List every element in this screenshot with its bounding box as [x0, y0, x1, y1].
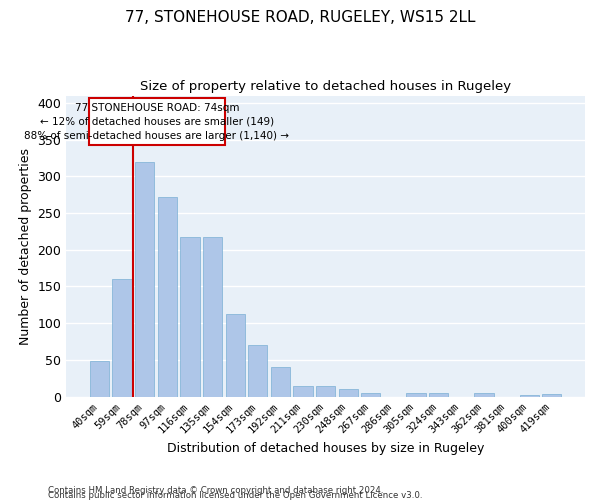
X-axis label: Distribution of detached houses by size in Rugeley: Distribution of detached houses by size … — [167, 442, 484, 455]
Text: Contains public sector information licensed under the Open Government Licence v3: Contains public sector information licen… — [48, 491, 422, 500]
Y-axis label: Number of detached properties: Number of detached properties — [19, 148, 32, 344]
FancyBboxPatch shape — [89, 98, 225, 146]
Bar — [293, 386, 313, 396]
Bar — [542, 394, 562, 396]
Text: Contains HM Land Registry data © Crown copyright and database right 2024.: Contains HM Land Registry data © Crown c… — [48, 486, 383, 495]
Bar — [203, 236, 222, 396]
Bar — [429, 393, 448, 396]
Bar — [112, 279, 131, 396]
Bar — [520, 395, 539, 396]
Text: 77, STONEHOUSE ROAD, RUGELEY, WS15 2LL: 77, STONEHOUSE ROAD, RUGELEY, WS15 2LL — [125, 10, 475, 25]
Bar — [361, 393, 380, 396]
Bar — [135, 162, 154, 396]
Title: Size of property relative to detached houses in Rugeley: Size of property relative to detached ho… — [140, 80, 511, 93]
Bar — [271, 367, 290, 396]
Bar — [316, 386, 335, 396]
Bar — [226, 314, 245, 396]
Bar — [338, 390, 358, 396]
Bar — [248, 345, 268, 397]
Bar — [475, 393, 494, 396]
Bar — [406, 393, 426, 396]
Bar — [90, 362, 109, 396]
Text: 77 STONEHOUSE ROAD: 74sqm
← 12% of detached houses are smaller (149)
88% of semi: 77 STONEHOUSE ROAD: 74sqm ← 12% of detac… — [25, 102, 289, 141]
Bar — [181, 236, 200, 396]
Bar — [158, 197, 177, 396]
